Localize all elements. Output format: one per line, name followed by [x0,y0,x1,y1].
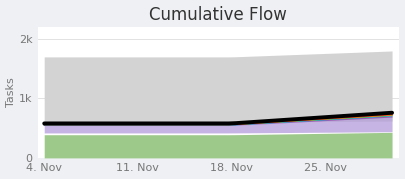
Y-axis label: Tasks: Tasks [6,78,16,107]
Title: Cumulative Flow: Cumulative Flow [149,6,287,24]
